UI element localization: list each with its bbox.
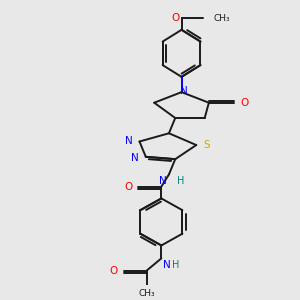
Text: O: O (241, 98, 249, 108)
Text: H: H (177, 176, 185, 186)
Text: O: O (124, 182, 132, 192)
Text: CH₃: CH₃ (213, 14, 230, 22)
Text: N: N (125, 136, 133, 146)
Text: N: N (131, 153, 139, 163)
Text: O: O (171, 13, 179, 23)
Text: N: N (180, 86, 188, 96)
Text: N: N (163, 260, 170, 270)
Text: CH₃: CH₃ (138, 289, 155, 298)
Text: O: O (110, 266, 118, 276)
Text: S: S (204, 140, 211, 150)
Text: H: H (172, 260, 179, 270)
Text: N: N (159, 176, 167, 186)
